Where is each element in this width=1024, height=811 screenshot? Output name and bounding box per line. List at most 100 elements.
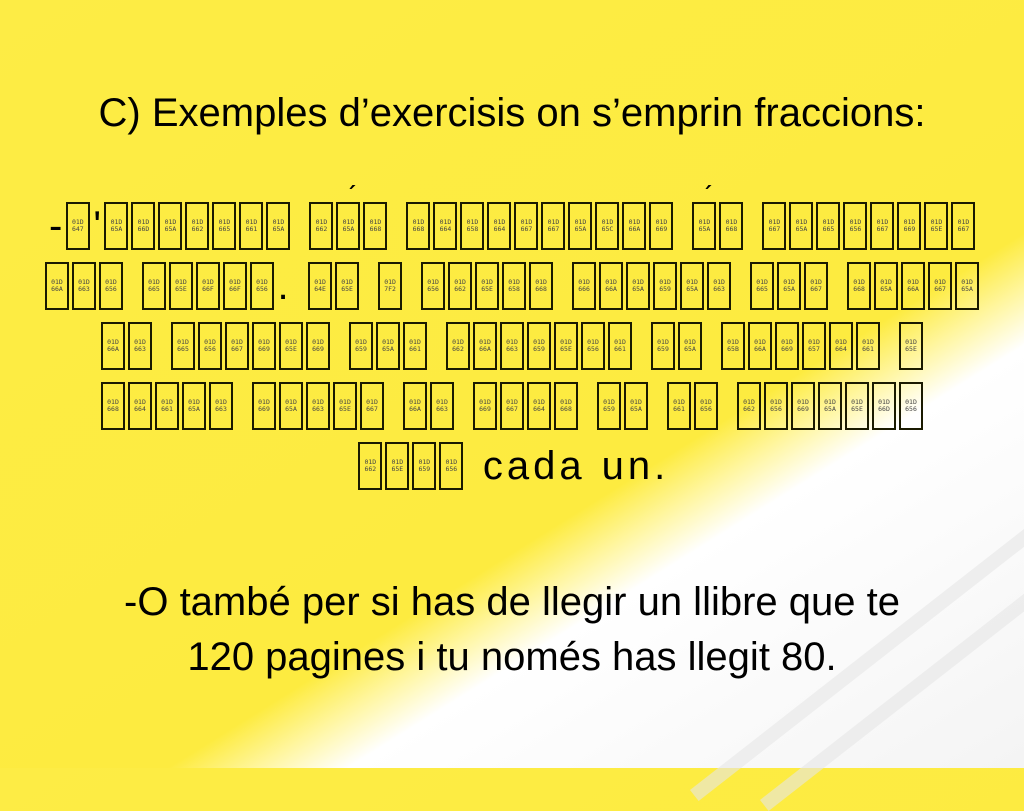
paragraph-second: -O també per si has de llegir un llibre … bbox=[0, 575, 1024, 685]
missing-glyph-box: 01D 668 bbox=[363, 202, 388, 250]
text-char: a bbox=[506, 444, 530, 488]
missing-glyph-box: 01D 661 bbox=[155, 382, 179, 430]
missing-glyph-box: 01D 66A bbox=[473, 322, 497, 370]
missing-glyph-box: 01D 65A bbox=[376, 322, 400, 370]
missing-glyph-box: 01D 659 bbox=[597, 382, 621, 430]
missing-glyph-box: 01D 663 bbox=[209, 382, 233, 430]
missing-glyph-box: 01D 65A bbox=[182, 382, 206, 430]
missing-glyph-box: 01D 647 bbox=[65, 202, 90, 250]
missing-glyph-box: 01D 7F2 bbox=[378, 262, 403, 310]
missing-glyph-box: 01D 668 bbox=[554, 382, 578, 430]
missing-glyph-box: 01D 669 bbox=[897, 202, 922, 250]
missing-glyph-box: 01D 65A bbox=[279, 382, 303, 430]
missing-glyph-box: 01D 65A ´ bbox=[692, 186, 717, 250]
missing-glyph-box: 01D 659 bbox=[653, 262, 678, 310]
missing-glyph-box: 01D 65E bbox=[168, 262, 193, 310]
missing-glyph-box: 01D 65E bbox=[554, 322, 578, 370]
missing-glyph-box: 01D 667 bbox=[360, 382, 384, 430]
missing-glyph-box: 01D 664 bbox=[527, 382, 551, 430]
missing-glyph-box: 01D 667 bbox=[225, 322, 249, 370]
text-char: u bbox=[601, 444, 624, 488]
missing-glyph-box: 01D 663 bbox=[306, 382, 330, 430]
missing-glyph-box: 01D 669 bbox=[649, 202, 674, 250]
missing-glyph-box: 01D 663 bbox=[430, 382, 454, 430]
missing-glyph-box: 01D 656 bbox=[764, 382, 788, 430]
missing-glyph-box: 01D 656 bbox=[98, 262, 123, 310]
paragraph-line: 01D 662 01D 65E 01D 659 01D 656 c a d a u n. bbox=[0, 438, 1024, 490]
missing-glyph-box: 01D 665 bbox=[171, 322, 195, 370]
missing-glyph-box: 01D 659 bbox=[651, 322, 675, 370]
paragraph-line: -01D 647 ' 01D 65A 01D 66D 01D 65A 01D 662 01D 665 01… bbox=[0, 186, 1024, 250]
text-char: - bbox=[49, 204, 63, 248]
missing-glyph-box: 01D 662 bbox=[358, 442, 383, 490]
missing-glyph-box: 01D 668 bbox=[406, 202, 431, 250]
missing-glyph-box: 01D 668 bbox=[529, 262, 554, 310]
missing-glyph-box: 01D 656 bbox=[439, 442, 464, 490]
text-char: n bbox=[627, 444, 651, 488]
missing-glyph-box: 01D 666 bbox=[572, 262, 597, 310]
paragraph-line: 01D 66A 01D 663 01D 665 01D 656 01D 667 01D 669 01D 6… bbox=[0, 318, 1024, 370]
missing-glyph-box: 01D 659 bbox=[412, 442, 437, 490]
missing-glyph-box: 01D 66A bbox=[901, 262, 926, 310]
missing-glyph-box: 01D 668 bbox=[847, 262, 872, 310]
missing-glyph-box: 01D 65A ´ bbox=[336, 186, 361, 250]
missing-glyph-box: 01D 65A bbox=[955, 262, 980, 310]
missing-glyph-box: 01D 662 bbox=[446, 322, 470, 370]
missing-glyph-box: 01D 65E bbox=[385, 442, 410, 490]
missing-glyph-box: 01D 659 bbox=[349, 322, 373, 370]
missing-glyph-box: 01D 65A bbox=[104, 202, 129, 250]
missing-glyph-box: 01D 66A bbox=[748, 322, 772, 370]
missing-glyph-box: 01D 65C bbox=[595, 202, 620, 250]
missing-glyph-box: 01D 66A bbox=[403, 382, 427, 430]
missing-glyph-box: 01D 664 bbox=[128, 382, 152, 430]
text-char: . bbox=[654, 444, 666, 488]
missing-glyph-box: 01D 65E bbox=[279, 322, 303, 370]
missing-glyph-box: 01D 667 bbox=[804, 262, 829, 310]
paragraph-line: 01D 668 01D 664 01D 661 01D 65A 01D 663 01D 669 01D 6… bbox=[0, 378, 1024, 430]
missing-glyph-box: 01D 665 bbox=[141, 262, 166, 310]
missing-glyph-box: 01D 657 bbox=[802, 322, 826, 370]
missing-glyph-box: 01D 661 bbox=[856, 322, 880, 370]
missing-glyph-box: 01D 66A bbox=[622, 202, 647, 250]
missing-glyph-box: 01D 656 bbox=[198, 322, 222, 370]
accent-mark: ´ bbox=[701, 184, 713, 209]
text-char: c bbox=[482, 444, 503, 488]
missing-glyph-box: 01D 656 bbox=[843, 202, 868, 250]
missing-glyph-box: 01D 667 bbox=[870, 202, 895, 250]
missing-glyph-box: 01D 663 bbox=[707, 262, 732, 310]
text-char: d bbox=[533, 444, 556, 488]
paragraph-line: 01D 66A 01D 663 01D 656 01D 665 01D 65E 01D 66F 01D 6… bbox=[0, 258, 1024, 310]
missing-glyph-box: 01D 665 bbox=[750, 262, 775, 310]
missing-glyph-box: 01D 65E bbox=[333, 382, 357, 430]
missing-glyph-box: 01D 661 bbox=[239, 202, 264, 250]
missing-glyph-box: 01D 65A bbox=[626, 262, 651, 310]
paragraph-second-line-1: -O també per si has de llegir un llibre … bbox=[124, 580, 900, 624]
missing-glyph-box: 01D 668 bbox=[719, 202, 744, 250]
missing-glyph-box: 01D 661 bbox=[608, 322, 632, 370]
missing-glyph-box: 01D 66D bbox=[872, 382, 896, 430]
text-char: . bbox=[277, 264, 289, 308]
missing-glyph-box: 01D 66A bbox=[101, 322, 125, 370]
missing-glyph-box: 01D 656 bbox=[899, 382, 923, 430]
missing-glyph-box: 01D 658 bbox=[502, 262, 527, 310]
missing-glyph-box: 01D 656 bbox=[421, 262, 446, 310]
missing-glyph-box: 01D 65A bbox=[789, 202, 814, 250]
missing-glyph-box: 01D 65A bbox=[678, 322, 702, 370]
missing-glyph-box: 01D 662 bbox=[309, 202, 334, 250]
missing-glyph-box: 01D 66F bbox=[195, 262, 220, 310]
missing-glyph-box: 01D 661 bbox=[403, 322, 427, 370]
missing-glyph-box: 01D 65A bbox=[158, 202, 183, 250]
missing-glyph-box: 01D 662 bbox=[185, 202, 210, 250]
missing-glyph-box: 01D 669 bbox=[791, 382, 815, 430]
missing-glyph-box: 01D 65E bbox=[845, 382, 869, 430]
missing-glyph-box: 01D 658 bbox=[460, 202, 485, 250]
missing-glyph-box: 01D 66A bbox=[44, 262, 69, 310]
missing-glyph-box: 01D 662 bbox=[448, 262, 473, 310]
missing-glyph-box: 01D 66A bbox=[599, 262, 624, 310]
missing-glyph-box: 01D 66D bbox=[131, 202, 156, 250]
missing-glyph-box: 01D 656 bbox=[694, 382, 718, 430]
missing-glyph-box: 01D 667 bbox=[541, 202, 566, 250]
missing-glyph-box: 01D 663 bbox=[500, 322, 524, 370]
accent-mark: ´ bbox=[345, 184, 357, 209]
missing-glyph-box: 01D 65A bbox=[818, 382, 842, 430]
